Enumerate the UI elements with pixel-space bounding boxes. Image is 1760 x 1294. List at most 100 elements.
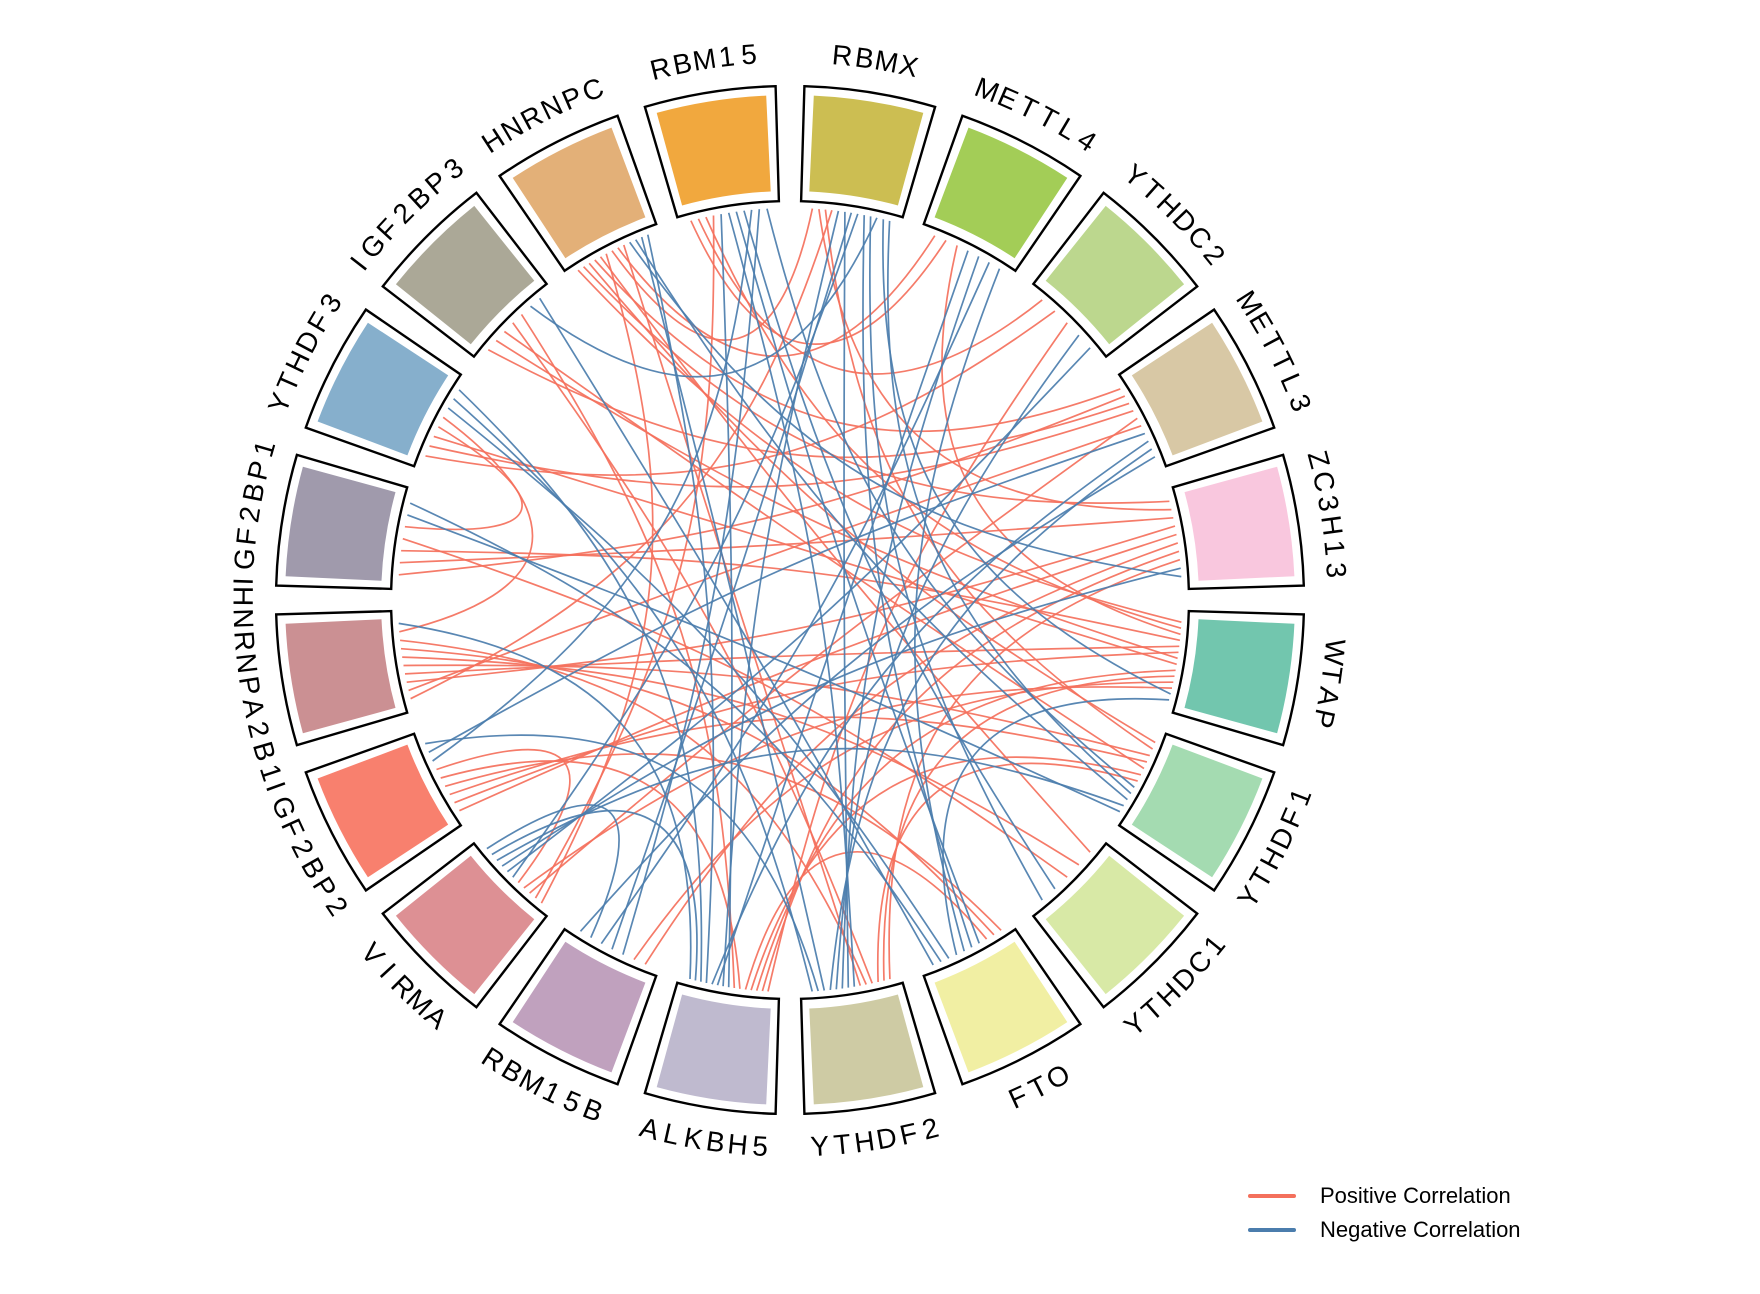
label-char: G <box>228 547 261 571</box>
link-YTHDF1-YTHDF2-positive <box>876 762 1138 983</box>
link-ALKBH5-HNRNPA2B1-negative <box>398 622 692 980</box>
legend-label-negative: Negative Correlation <box>1320 1217 1521 1242</box>
link-ALKBH5-YTHDF3-negative <box>458 389 703 982</box>
label-char: Y <box>810 1130 831 1162</box>
link-YTHDC2-VIRMA-negative <box>506 347 1091 873</box>
link-ALKBH5-VIRMA-negative <box>491 809 698 981</box>
label-char: 3 <box>1283 390 1318 416</box>
link-YTHDF1-HNRNPC-negative <box>634 239 1128 801</box>
label-char: 2 <box>233 504 266 524</box>
link-WTAP-RBM15B-positive <box>633 681 1174 961</box>
link-YTHDC2-YTHDF2-negative <box>835 334 1080 990</box>
link-METTL3-RBM15B-negative <box>579 456 1156 932</box>
label-char: M <box>872 44 900 79</box>
negative-correlation-line-swatch <box>1248 1227 1296 1232</box>
link-IGF2BP1-YTHDF3-positive <box>404 426 523 531</box>
label-char: X <box>896 49 921 83</box>
sector-IGF2BP1-block <box>285 466 396 581</box>
link-IGF2BP3-FTO-negative <box>538 297 934 966</box>
label-char: 3 <box>1312 493 1345 514</box>
sector-YTHDC1-block <box>1045 855 1185 995</box>
link-RBM15-WTAP-positive <box>705 216 1182 630</box>
label-char: B <box>247 738 282 765</box>
link-ZC3H13-RBM15B-positive <box>644 542 1179 965</box>
link-YTHDF1-HNRNPA2B1-positive <box>403 664 1151 757</box>
sector-HNRNPA2B1-block <box>285 619 396 734</box>
link-YTHDC2-ALKBH5-positive <box>767 322 1068 992</box>
label-char: P <box>233 674 267 697</box>
link-YTHDF2-IGF2BP2-negative <box>425 734 820 992</box>
label-char: D <box>874 1121 899 1155</box>
link-FTO-ALKBH5-positive <box>744 851 988 990</box>
link-ALKBH5-HNRNPC-negative <box>646 234 715 984</box>
label-char: L <box>660 1117 682 1151</box>
link-RBM15B-VIRMA-negative <box>486 804 620 938</box>
label-char: 1 <box>1283 784 1318 810</box>
link-HNRNPC-VIRMA-positive <box>540 253 654 904</box>
link-METTL3-ALKBH5-negative <box>711 440 1149 985</box>
sector-YTHDF2-block <box>809 994 924 1105</box>
link-RBM15-METTL4-positive <box>690 220 947 345</box>
label-char: B <box>704 1125 727 1158</box>
label-char: Z <box>1302 447 1336 472</box>
link-RBMX-WTAP-negative <box>882 219 1171 695</box>
link-HNRNPA2B1-YTHDF3-positive <box>399 416 534 633</box>
link-FTO-HNRNPA2B1-positive <box>400 647 995 936</box>
link-RBM15-IGF2BP2-negative <box>432 209 753 762</box>
link-YTHDF1-ALKBH5-positive <box>750 756 1142 991</box>
sector-IGF2BP2-block <box>317 744 449 878</box>
label-char: 5 <box>740 38 758 70</box>
link-HNRNPC-METTL4-positive <box>617 235 936 357</box>
legend: Positive Correlation Negative Correlatio… <box>1248 1182 1521 1243</box>
link-RBM15-YTHDF2-negative <box>727 212 856 987</box>
chords <box>398 208 1182 992</box>
label-char: F <box>230 526 263 547</box>
label-char: H <box>726 1128 749 1161</box>
link-WTAP-IGF2BP3-positive <box>495 339 1178 660</box>
label-char: 3 <box>1320 562 1352 579</box>
link-YTHDF1-RBM15-negative <box>766 208 1135 788</box>
link-HNRNPC-RBMX-positive <box>611 208 814 341</box>
link-YTHDF1-RBMX-negative <box>886 220 1132 795</box>
label-char: L <box>1274 369 1309 396</box>
label-char: T <box>1315 664 1348 685</box>
label-char: T <box>832 1128 852 1160</box>
label-char: A <box>1311 685 1345 709</box>
link-METTL3-HNRNPA2B1-positive <box>408 424 1142 692</box>
link-FTO-IGF2BP2-positive <box>444 753 1002 931</box>
link-WTAP-YTHDF3-positive <box>433 435 1177 666</box>
link-RBM15-YTHDC1-negative <box>743 210 1056 890</box>
label-char: M <box>690 43 718 77</box>
link-RBMX-YTHDC1-negative <box>869 216 1043 901</box>
label-char: N <box>230 651 263 675</box>
link-RBMX-YTHDF2-negative <box>843 211 850 988</box>
label-char: R <box>228 630 260 653</box>
label-char: 1 <box>247 437 281 461</box>
link-RBMX-ALKBH5-negative <box>722 210 840 987</box>
label-char: P <box>1307 706 1341 731</box>
link-ZC3H13-HNRNPC-negative <box>629 241 1182 578</box>
link-YTHDF1-VIRMA-negative <box>496 747 1124 862</box>
label-char: C <box>1307 468 1342 494</box>
sector-WTAP-block <box>1184 619 1295 734</box>
link-YTHDC2-YTHDF3-positive <box>425 310 1056 476</box>
link-YTHDF1-IGF2BP1-negative <box>407 514 1121 813</box>
label-char: F <box>897 1117 920 1151</box>
link-METTL3-YTHDF2-negative <box>829 448 1153 990</box>
link-YTHDF2-YTHDF3-negative <box>453 398 814 992</box>
label-char: B <box>853 41 876 74</box>
label-char: H <box>852 1125 876 1158</box>
link-METTL3-YTHDF3-positive <box>429 409 1134 488</box>
sector-YTHDF3-block <box>317 322 449 456</box>
link-YTHDC1-HNRNPA2B1-positive <box>402 656 1080 866</box>
sector-YTHDF1-block <box>1131 744 1263 878</box>
label-char: B <box>579 1092 608 1128</box>
link-METTL3-IGF2BP2-negative <box>428 432 1146 754</box>
